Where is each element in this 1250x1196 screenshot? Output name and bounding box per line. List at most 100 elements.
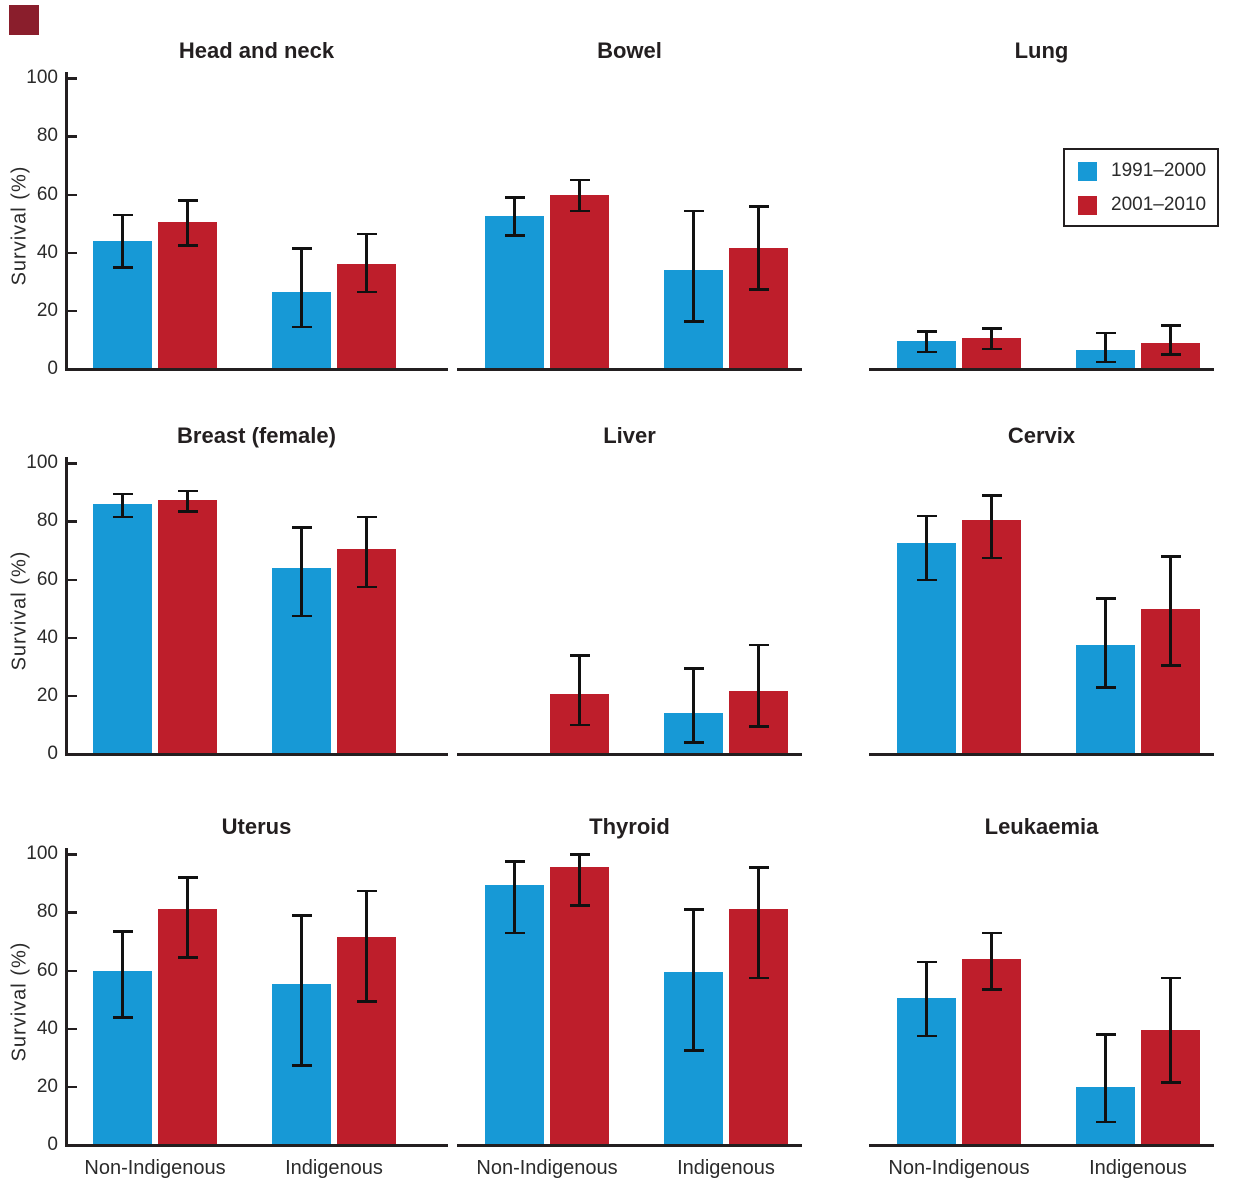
error-bar-cap-bottom — [981, 988, 1002, 991]
x-axis-line — [457, 368, 802, 371]
error-bar-cap-top — [356, 515, 377, 519]
panel-title: Leukaemia — [984, 814, 1099, 839]
error-bar-cap-bottom — [112, 515, 133, 519]
error-bar-line — [692, 210, 695, 321]
error-bar-line — [692, 668, 695, 743]
error-bar-line — [186, 877, 189, 958]
error-bar-cap-top — [916, 330, 937, 333]
bar-2001-2010 — [158, 499, 217, 756]
error-bar-cap-top — [683, 209, 704, 212]
y-axis-tick — [67, 969, 77, 973]
y-tick-label: 100 — [26, 452, 58, 474]
error-bar-cap-bottom — [683, 320, 704, 323]
error-bar-line — [121, 931, 124, 1018]
x-category-label: Indigenous — [285, 1157, 383, 1179]
error-bar-cap-top — [981, 327, 1002, 330]
error-bar-cap-bottom — [112, 266, 133, 269]
error-bar-cap-top — [981, 931, 1002, 935]
y-tick-label: 40 — [36, 1017, 58, 1039]
x-category-label: Indigenous — [677, 1157, 775, 1179]
error-bar-cap-bottom — [981, 347, 1002, 351]
error-bar-line — [757, 644, 760, 727]
error-bar-cap-bottom — [356, 1000, 377, 1003]
error-bar-line — [990, 932, 993, 990]
error-bar-line — [300, 527, 303, 616]
y-tick-label: 0 — [47, 358, 58, 379]
y-axis-tick — [67, 1085, 77, 1089]
y-tick-label: 20 — [36, 684, 58, 706]
error-bar-cap-bottom — [1095, 686, 1116, 689]
bar-2001-2010 — [962, 519, 1021, 756]
error-bar-cap-bottom — [177, 510, 198, 513]
error-bar-line — [990, 328, 993, 349]
error-bar-line — [757, 206, 760, 290]
error-bar-line — [300, 248, 303, 327]
panel-title: Liver — [603, 423, 656, 448]
y-axis-line — [65, 848, 68, 1146]
error-bar-cap-top — [748, 643, 769, 647]
error-bar-cap-bottom — [916, 350, 937, 354]
error-bar-cap-top — [504, 860, 525, 863]
error-bar-cap-bottom — [981, 556, 1002, 560]
error-bar-cap-top — [177, 489, 198, 493]
error-bar-cap-top — [177, 199, 198, 202]
y-axis-tick — [67, 462, 77, 465]
legend-item-1991-2000: 1991–2000 — [1078, 160, 1206, 181]
panel-title: Lung — [1014, 38, 1069, 63]
y-tick-label: 0 — [47, 743, 58, 764]
y-axis-tick — [67, 694, 77, 698]
y-axis-tick — [67, 309, 77, 313]
y-axis-tick — [67, 636, 77, 640]
error-bar-cap-top — [916, 960, 937, 964]
error-bar-cap-bottom — [1160, 353, 1181, 356]
error-bar-cap-top — [748, 205, 769, 208]
y-axis-tick — [67, 193, 77, 197]
error-bar-cap-bottom — [748, 976, 769, 980]
error-bar-cap-bottom — [569, 209, 590, 212]
error-bar-cap-top — [1160, 976, 1181, 980]
legend-swatch-2001-2010-icon — [1078, 195, 1097, 215]
x-category-label: Indigenous — [1089, 1157, 1187, 1179]
error-bar-line — [990, 495, 993, 558]
error-bar-cap-top — [356, 232, 377, 236]
error-bar-line — [1104, 598, 1107, 688]
error-bar-line — [186, 200, 189, 246]
y-tick-label: 20 — [36, 299, 58, 321]
error-bar-cap-top — [1095, 331, 1116, 335]
error-bar-line — [121, 214, 124, 268]
error-bar-cap-top — [683, 667, 704, 670]
y-tick-label: 60 — [36, 568, 58, 590]
bar-2001-2010 — [158, 222, 217, 371]
error-bar-cap-top — [356, 889, 377, 893]
error-bar-line — [757, 867, 760, 978]
y-tick-label: 60 — [36, 959, 58, 981]
error-bar-cap-top — [291, 914, 312, 917]
y-tick-label: 60 — [36, 183, 58, 205]
legend-item-2001-2010: 2001–2010 — [1078, 194, 1206, 215]
y-axis-line — [65, 72, 68, 370]
error-bar-cap-top — [291, 247, 312, 250]
panel-title: Cervix — [1007, 423, 1076, 448]
error-bar-cap-bottom — [916, 578, 937, 582]
error-bar-line — [1169, 325, 1172, 355]
error-bar-cap-bottom — [683, 741, 704, 744]
y-axis-tick — [67, 520, 77, 523]
error-bar-cap-bottom — [112, 1016, 133, 1019]
error-bar-line — [365, 516, 368, 587]
brand-square — [9, 5, 39, 35]
y-axis-tick — [67, 911, 77, 914]
error-bar-line — [578, 179, 581, 211]
y-axis-label: Survival (%) — [8, 165, 31, 286]
error-bar-line — [578, 655, 581, 725]
bar-2001-2010 — [550, 194, 609, 371]
error-bar-cap-top — [1095, 1033, 1116, 1036]
y-axis-tick — [67, 1027, 77, 1031]
y-axis-line — [65, 457, 68, 755]
error-bar-cap-top — [291, 526, 312, 529]
x-category-label: Non-Indigenous — [888, 1157, 1030, 1179]
error-bar-cap-bottom — [177, 956, 198, 959]
error-bar-line — [513, 861, 516, 933]
error-bar-cap-bottom — [356, 290, 377, 294]
error-bar-cap-bottom — [177, 244, 198, 247]
y-tick-label: 80 — [36, 125, 58, 147]
